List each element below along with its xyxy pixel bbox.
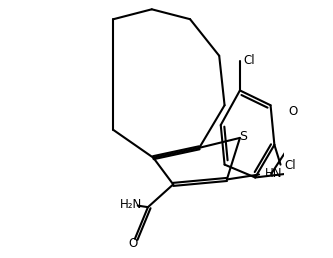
Text: O: O [289,105,298,118]
Text: H₂N: H₂N [120,198,143,211]
Text: O: O [128,237,138,250]
Text: Cl: Cl [244,54,255,67]
Text: S: S [239,130,247,143]
Text: HN: HN [265,167,282,180]
Text: Cl: Cl [284,159,296,172]
